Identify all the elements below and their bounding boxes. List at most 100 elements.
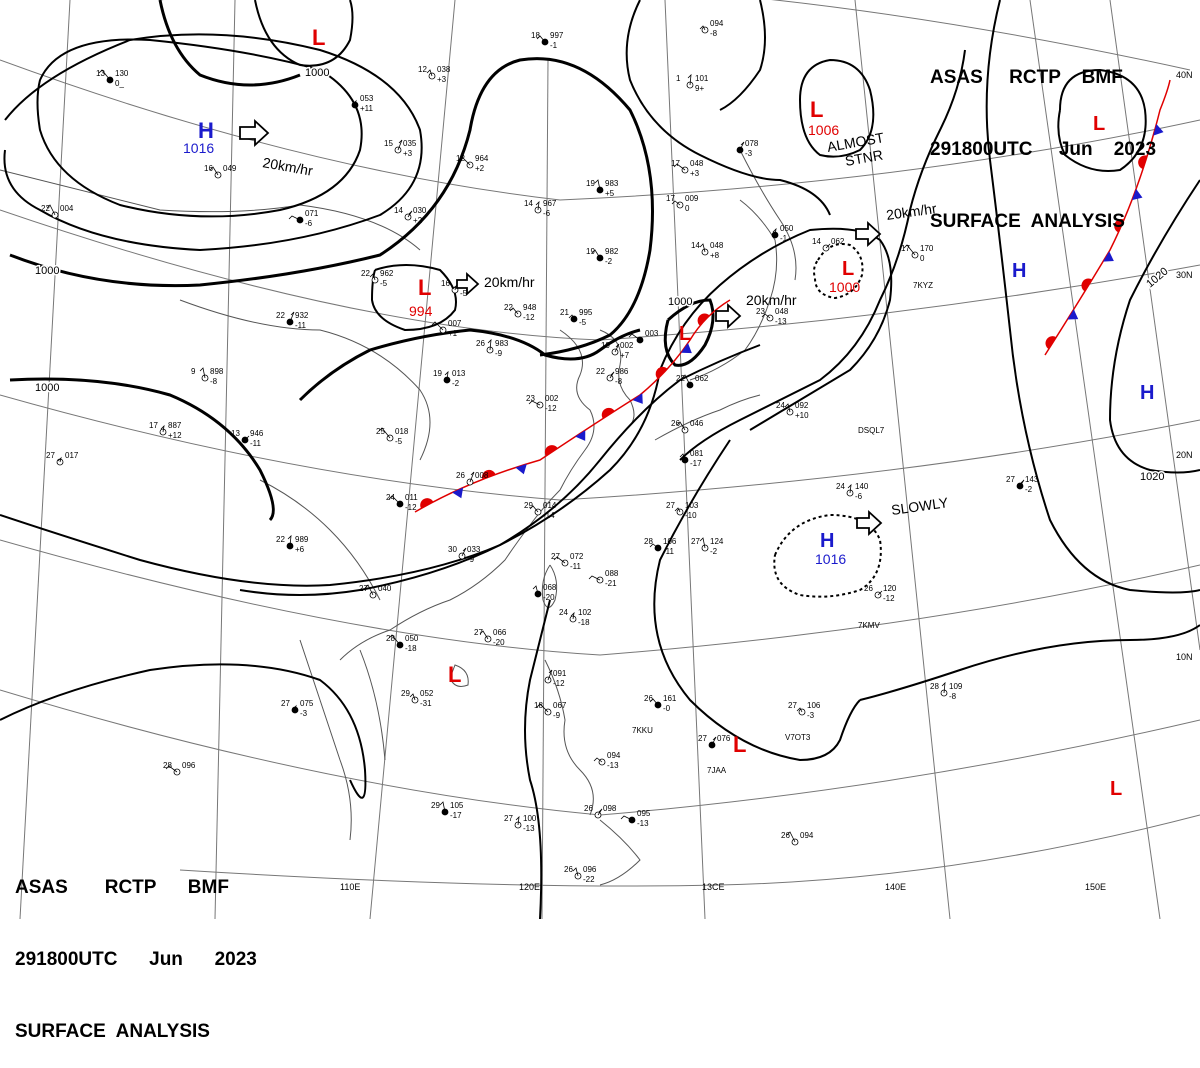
station-pressure: 046 bbox=[690, 419, 704, 428]
station-pressure: 170 bbox=[920, 244, 934, 253]
station-plot: 21 995-5 bbox=[560, 308, 593, 327]
station-plot: 095-13 bbox=[620, 809, 651, 828]
station-temperature: 24 bbox=[386, 493, 395, 502]
inland-border-1 bbox=[179, 299, 431, 461]
motion-arrow bbox=[855, 220, 882, 248]
station-tendency: -2 bbox=[710, 547, 718, 556]
station-pressure: 898 bbox=[210, 367, 224, 376]
station-plot: 28 106-11 bbox=[644, 537, 677, 556]
dashed-1000-low bbox=[813, 243, 864, 300]
station-wind-barb-icon bbox=[594, 179, 601, 191]
station-tendency: -2 bbox=[1025, 485, 1033, 494]
station-temperature: 17 bbox=[671, 159, 680, 168]
station-plot: 17 048+3 bbox=[671, 159, 704, 178]
station-pressure: 062 bbox=[831, 237, 845, 246]
station-wind-barb-icon bbox=[711, 736, 717, 746]
low-center-letter: L bbox=[810, 97, 823, 122]
station-wind-barb-icon bbox=[941, 681, 946, 694]
low-center-letter: L bbox=[312, 25, 325, 50]
high-center-letter: H bbox=[820, 530, 834, 552]
station-tendency: -6 bbox=[543, 209, 551, 218]
station-wind-barb-icon bbox=[671, 200, 681, 206]
station-tendency: -17 bbox=[690, 459, 702, 468]
station-wind-barb-icon bbox=[536, 35, 546, 43]
parallel-20n bbox=[0, 539, 1200, 656]
map-header-bottom: ASAS RCTP BMF 291800UTC Jun 2023 SURFACE… bbox=[15, 828, 257, 1068]
station-wind-barb-icon bbox=[165, 765, 178, 773]
station-tendency: -0 bbox=[663, 704, 671, 713]
station-temperature: 26 bbox=[564, 865, 573, 874]
isobar-1006-ring bbox=[799, 58, 875, 158]
station-pressure: 106 bbox=[807, 701, 821, 710]
station-temperature: 27 bbox=[691, 537, 700, 546]
station-temperature: 27 bbox=[551, 552, 560, 561]
motion-arrow bbox=[715, 302, 742, 330]
station-plot: 29 052-31 bbox=[401, 689, 434, 708]
high-center-letter: H bbox=[1012, 260, 1026, 282]
isobar-label-1000-top: 1000 bbox=[305, 67, 329, 79]
station-plot: 078-3 bbox=[736, 139, 759, 158]
station-plot: 14 048+8 bbox=[691, 241, 724, 260]
pressure-centers: L H 1016 L 994 L 1006 L 1000 L H H H 101… bbox=[183, 25, 1154, 757]
station-temperature: 1 bbox=[676, 74, 681, 83]
station-tendency: +12 bbox=[168, 431, 182, 440]
station-wind-barb-icon bbox=[46, 204, 56, 216]
station-tendency: +3 bbox=[690, 169, 700, 178]
station-pressure: 094 bbox=[800, 831, 814, 840]
station-pressure: 068 bbox=[543, 583, 557, 592]
station-temperature: 17 bbox=[149, 421, 158, 430]
station-wind-barb-icon bbox=[568, 314, 575, 320]
station-pressure: 038 bbox=[437, 65, 451, 74]
station-wind-barb-icon bbox=[364, 584, 374, 596]
longitude-label: 13CE bbox=[702, 882, 725, 892]
station-plot: 26 008 bbox=[456, 471, 489, 486]
station-wind-barb-icon bbox=[199, 367, 206, 379]
isobar-south-central bbox=[524, 599, 551, 919]
station-plot: 15 035+3 bbox=[384, 139, 417, 158]
station-plot: 26 094 bbox=[781, 831, 814, 846]
low-center-value: 994 bbox=[409, 303, 433, 319]
station-tendency: -6 bbox=[305, 219, 313, 228]
station-pressure: 932 bbox=[295, 311, 309, 320]
station-wind-barb-icon bbox=[289, 311, 295, 323]
japan-islands bbox=[654, 199, 778, 441]
ship-id: DSQL7 bbox=[858, 426, 885, 435]
station-temperature: 27 bbox=[504, 814, 513, 823]
ship-id: 7KMV bbox=[858, 621, 880, 630]
motion-speed-label: 20km/hr bbox=[746, 292, 797, 308]
station-plot: 091-12 bbox=[544, 669, 567, 688]
low-center-letter: L bbox=[1110, 778, 1122, 800]
station-pressure: 109 bbox=[949, 682, 963, 691]
station-wind-barb-icon bbox=[160, 424, 165, 433]
station-wind-barb-icon bbox=[649, 543, 659, 549]
station-tendency: +5 bbox=[605, 189, 615, 198]
station-temperature: 26 bbox=[644, 694, 653, 703]
station-temperature: 26 bbox=[671, 419, 680, 428]
station-pressure: 007 bbox=[448, 319, 462, 328]
latitude-label: 40N bbox=[1176, 70, 1193, 80]
station-pressure: 105 bbox=[450, 801, 464, 810]
station-plot: 9 898-8 bbox=[191, 367, 224, 386]
station-tendency: -8 bbox=[210, 377, 218, 386]
station-wind-barb-icon bbox=[397, 139, 403, 151]
station-pressure: 008 bbox=[475, 471, 489, 480]
station-temperature: 27 bbox=[698, 734, 707, 743]
isobar-top-left-ring-1 bbox=[36, 38, 363, 218]
station-tendency: +10 bbox=[795, 411, 809, 420]
station-plot: 22 986-8 bbox=[596, 367, 629, 386]
latitude-label: 10N bbox=[1176, 652, 1193, 662]
isobar-1000-central bbox=[298, 328, 641, 402]
station-wind-barb-icon bbox=[535, 200, 540, 211]
station-wind-barb-icon bbox=[877, 590, 883, 596]
station-plot: 12 038+3 bbox=[418, 65, 451, 84]
station-pressure: 092 bbox=[795, 401, 809, 410]
station-wind-barb-icon bbox=[649, 698, 659, 706]
station-tendency: +2 bbox=[475, 164, 485, 173]
station-pressure: 014 bbox=[543, 501, 557, 510]
station-plot: 27 075-3 bbox=[281, 699, 314, 718]
low-center-letter: L bbox=[733, 732, 746, 757]
isobar-label-1000-north: 1000 bbox=[35, 265, 59, 277]
header-bottom-line3: SURFACE ANALYSIS bbox=[15, 1021, 210, 1042]
station-plot: 19 983+5 bbox=[586, 179, 619, 198]
station-pressure: 048 bbox=[710, 241, 724, 250]
